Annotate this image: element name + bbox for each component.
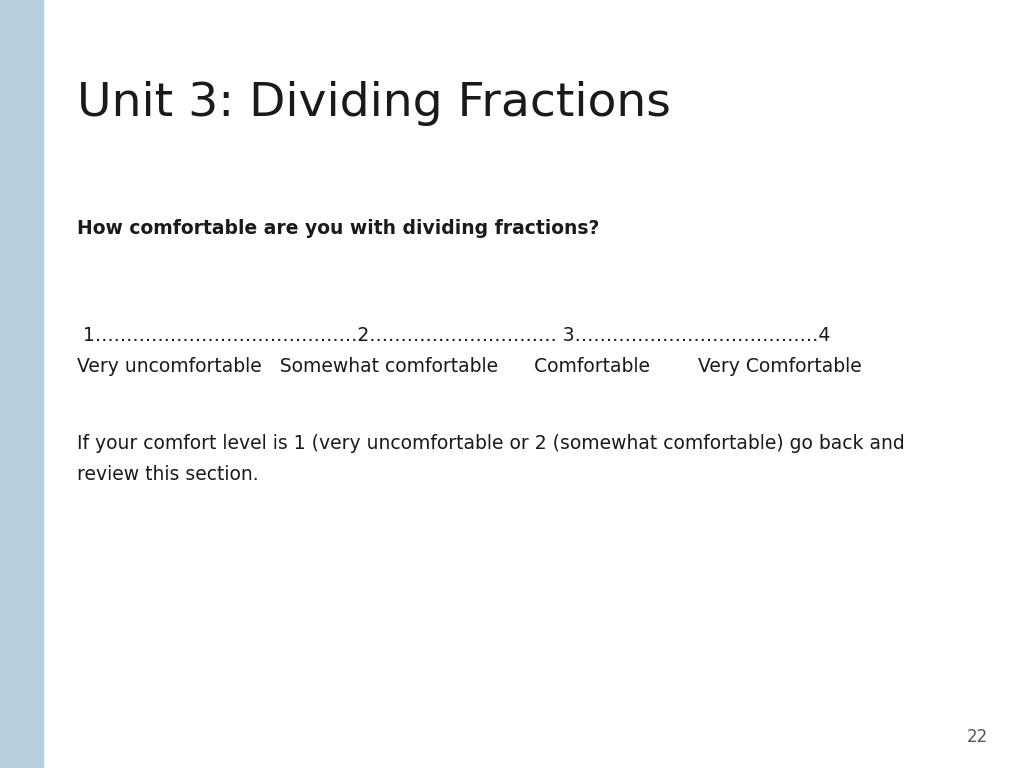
Text: Very uncomfortable   Somewhat comfortable      Comfortable        Very Comfortab: Very uncomfortable Somewhat comfortable …: [77, 357, 861, 376]
Text: review this section.: review this section.: [77, 465, 258, 484]
Bar: [0, 0, 43, 768]
Text: BY: BY: [605, 734, 618, 743]
Text: Unit 3: Dividing Fractions: Unit 3: Dividing Fractions: [77, 81, 671, 126]
Text: cc: cc: [569, 734, 579, 743]
Text: 22: 22: [967, 729, 988, 746]
Text: If your comfort level is 1 (very uncomfortable or 2 (somewhat comfortable) go ba: If your comfort level is 1 (very uncomfo…: [77, 434, 904, 453]
Text: How comfortable are you with dividing fractions?: How comfortable are you with dividing fr…: [77, 219, 599, 238]
Text: 1……………………………………2………………………… 3…………………………………4: 1……………………………………2………………………… 3…………………………………: [77, 326, 830, 346]
